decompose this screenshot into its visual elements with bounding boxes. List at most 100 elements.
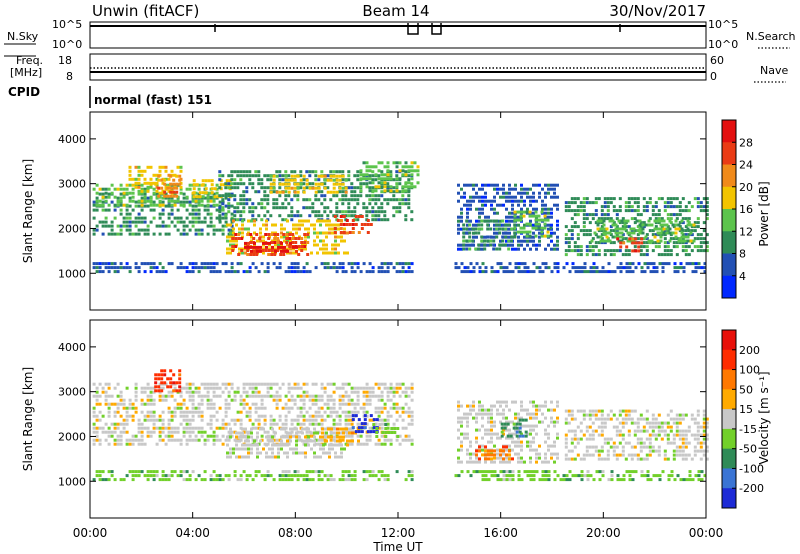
- range-cell: [404, 386, 408, 390]
- range-cell: [496, 452, 499, 456]
- range-cell: [305, 262, 309, 266]
- range-cell: [492, 243, 496, 247]
- range-cell: [380, 181, 384, 185]
- range-cell: [161, 212, 165, 216]
- range-cell: [194, 438, 198, 442]
- range-cell: [335, 210, 339, 214]
- range-cell: [365, 214, 369, 218]
- range-cell: [690, 249, 694, 253]
- range-cell: [302, 418, 306, 422]
- range-cell: [351, 223, 355, 226]
- range-cell: [675, 429, 679, 433]
- range-cell: [113, 422, 117, 426]
- range-cell: [95, 208, 99, 212]
- range-cell: [678, 437, 682, 441]
- range-cell: [606, 201, 610, 205]
- range-cell: [612, 441, 616, 445]
- range-cell: [457, 243, 460, 247]
- range-cell: [404, 173, 408, 177]
- range-cell: [496, 231, 499, 235]
- range-cell: [163, 373, 167, 377]
- range-cell: [201, 195, 205, 199]
- range-cell: [538, 444, 541, 448]
- range-cell: [265, 223, 268, 227]
- range-cell: [553, 408, 556, 412]
- range-cell: [544, 211, 547, 215]
- range-cell: [377, 214, 381, 218]
- range-cell: [564, 209, 568, 213]
- range-cell: [686, 235, 690, 239]
- range-cell: [690, 417, 694, 421]
- range-cell: [650, 223, 654, 227]
- range-cell: [268, 439, 271, 443]
- range-cell: [230, 430, 234, 434]
- range-cell: [268, 455, 271, 459]
- range-cell: [460, 448, 463, 452]
- range-cell: [504, 231, 508, 235]
- range-cell: [567, 449, 571, 453]
- range-cell: [155, 418, 159, 422]
- range-cell: [119, 228, 123, 232]
- range-cell: [351, 219, 355, 222]
- range-cell: [163, 190, 167, 194]
- range-cell: [675, 425, 679, 429]
- range-cell: [311, 170, 315, 174]
- range-cell: [401, 198, 405, 202]
- range-cell: [487, 420, 490, 424]
- range-cell: [334, 435, 337, 439]
- range-cell: [648, 201, 652, 205]
- range-cell: [505, 404, 508, 408]
- range-cell: [234, 237, 238, 240]
- range-cell: [509, 434, 513, 438]
- range-cell: [164, 165, 168, 169]
- range-cell: [410, 218, 414, 222]
- range-cell: [653, 235, 657, 239]
- colorbar-swatch: [722, 142, 736, 165]
- range-cell: [371, 174, 375, 178]
- range-cell: [416, 181, 420, 185]
- range-cell: [687, 429, 691, 433]
- range-cell: [164, 398, 168, 402]
- range-cell: [278, 182, 282, 186]
- range-cell: [128, 228, 132, 232]
- range-cell: [620, 239, 624, 243]
- range-cell: [362, 402, 366, 406]
- range-cell: [164, 270, 168, 274]
- range-cell: [227, 210, 231, 214]
- range-cell: [137, 220, 141, 224]
- range-cell: [176, 402, 180, 406]
- range-cell: [362, 262, 366, 266]
- range-cell: [272, 174, 276, 178]
- range-cell: [599, 227, 603, 231]
- range-cell: [279, 253, 283, 256]
- range-cell: [579, 245, 583, 249]
- range-cell: [304, 219, 307, 223]
- range-cell: [487, 412, 490, 416]
- range-cell: [535, 247, 538, 251]
- range-cell: [395, 270, 399, 274]
- range-cell: [260, 206, 264, 210]
- range-cell: [472, 235, 475, 239]
- range-cell: [636, 453, 640, 457]
- range-cell: [597, 217, 601, 221]
- range-cell: [636, 205, 640, 209]
- range-cell: [475, 420, 478, 424]
- range-cell: [110, 422, 114, 426]
- range-cell: [308, 206, 312, 210]
- range-cell: [517, 199, 520, 203]
- range-cell: [645, 429, 649, 433]
- range-cell: [564, 253, 568, 257]
- range-cell: [529, 400, 532, 404]
- range-cell: [486, 223, 490, 227]
- range-cell: [320, 182, 324, 186]
- range-cell: [320, 190, 324, 194]
- range-cell: [585, 449, 589, 453]
- range-cell: [523, 187, 526, 191]
- range-cell: [651, 229, 655, 233]
- range-cell: [329, 410, 333, 414]
- range-cell: [215, 187, 219, 191]
- range-cell: [170, 474, 174, 478]
- range-cell: [167, 173, 171, 177]
- range-cell: [407, 202, 411, 206]
- range-cell: [693, 417, 697, 421]
